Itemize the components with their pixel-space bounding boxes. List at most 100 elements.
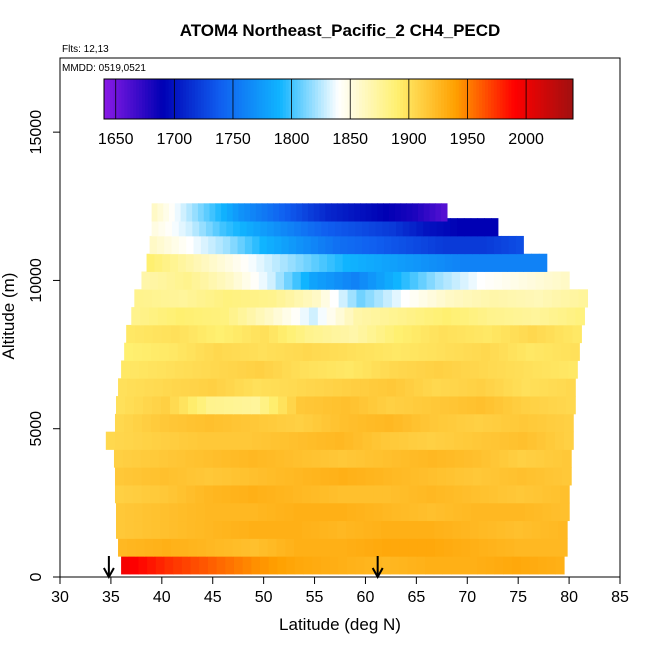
- heatmap-cell: [223, 236, 231, 254]
- heatmap-cell: [224, 538, 233, 556]
- heatmap-cell: [106, 432, 116, 450]
- heatmap-cell: [530, 396, 540, 414]
- heatmap-cell: [531, 307, 540, 325]
- heatmap-cell: [327, 254, 335, 272]
- colorbar-swatch: [397, 79, 400, 119]
- heatmap-cell: [312, 289, 321, 307]
- heatmap-cell: [502, 272, 511, 290]
- heatmap-cell: [465, 236, 473, 254]
- heatmap-cell: [233, 203, 239, 221]
- heatmap-cell: [563, 325, 573, 343]
- heatmap-cell: [264, 361, 274, 379]
- heatmap-cell: [217, 272, 226, 290]
- heatmap-cell: [435, 538, 444, 556]
- heatmap-cell: [133, 414, 143, 432]
- heatmap-cell: [460, 556, 469, 574]
- heatmap-cell: [288, 254, 296, 272]
- heatmap-cell: [550, 361, 560, 379]
- heatmap-cell: [381, 432, 391, 450]
- heatmap-cell: [125, 521, 134, 539]
- heatmap-cell: [121, 556, 130, 574]
- heatmap-cell: [510, 414, 520, 432]
- heatmap-cell: [311, 449, 321, 467]
- heatmap-cell: [303, 556, 312, 574]
- heatmap-cell: [225, 556, 234, 574]
- heatmap-cell: [321, 467, 331, 485]
- heatmap-cell: [152, 203, 158, 221]
- heatmap-cell: [175, 203, 181, 221]
- heatmap-cell: [421, 325, 431, 343]
- heatmap-cell: [362, 236, 370, 254]
- heatmap-cell: [210, 203, 216, 221]
- x-axis: 30 35 40 45 50 55 60 65 70 75 80 85: [51, 577, 629, 606]
- heatmap-cell: [190, 378, 200, 396]
- heatmap-cell: [271, 432, 281, 450]
- heatmap-cell: [348, 203, 354, 221]
- heatmap-cell: [256, 307, 265, 325]
- heatmap-cell: [277, 556, 286, 574]
- heatmap-cell: [557, 396, 567, 414]
- heatmap-cell: [463, 432, 473, 450]
- heatmap-cell: [570, 289, 579, 307]
- heatmap-cell: [322, 414, 332, 432]
- heatmap-cell: [160, 414, 170, 432]
- heatmap-cell: [539, 254, 547, 272]
- heatmap-cell: [347, 538, 356, 556]
- colorbar-swatch: [462, 79, 465, 119]
- heatmap-cell: [561, 343, 571, 361]
- heatmap-cell: [232, 289, 241, 307]
- heatmap-cell: [365, 449, 375, 467]
- heatmap-cell: [179, 289, 188, 307]
- heatmap-cell: [507, 503, 516, 521]
- heatmap-cell: [488, 538, 497, 556]
- heatmap-cell: [495, 556, 504, 574]
- x-tick-label: 60: [357, 589, 375, 606]
- heatmap-cell: [356, 343, 366, 361]
- heatmap-cell: [336, 307, 345, 325]
- heatmap-cell: [234, 556, 243, 574]
- heatmap-cell: [134, 521, 143, 539]
- heatmap-cell: [158, 307, 167, 325]
- heatmap-cell: [214, 414, 224, 432]
- heatmap-cell: [358, 325, 368, 343]
- heatmap-cell: [321, 538, 330, 556]
- heatmap-cell: [484, 254, 492, 272]
- heatmap-cell: [329, 485, 339, 503]
- heatmap-cell: [133, 343, 143, 361]
- heatmap-cell: [482, 467, 492, 485]
- heatmap-cell: [486, 378, 496, 396]
- heatmap-cell: [136, 378, 146, 396]
- heatmap-cell: [494, 272, 503, 290]
- heatmap-cell: [167, 307, 176, 325]
- heatmap-cell: [208, 236, 216, 254]
- heatmap-cell: [413, 236, 421, 254]
- heatmap-cell: [333, 236, 341, 254]
- heatmap-cell: [398, 361, 408, 379]
- heatmap-cell: [196, 503, 205, 521]
- heatmap-cell: [116, 521, 125, 539]
- heatmap-cell: [490, 343, 500, 361]
- heatmap-cell: [255, 361, 265, 379]
- colorbar-swatch: [388, 79, 391, 119]
- heatmap-cell: [318, 236, 326, 254]
- heatmap-cell: [196, 521, 205, 539]
- heatmap-cell: [368, 272, 377, 290]
- heatmap-cell: [500, 254, 508, 272]
- heatmap-cell: [345, 361, 355, 379]
- heatmap-cell: [536, 272, 545, 290]
- heatmap-cell: [465, 325, 475, 343]
- heatmap-cell: [472, 343, 482, 361]
- heatmap-cell: [197, 289, 206, 307]
- heatmap-cell: [372, 203, 378, 221]
- colorbar-tick-label: 2000: [508, 131, 544, 148]
- heatmap-cell: [297, 378, 307, 396]
- heatmap-cell: [468, 272, 477, 290]
- heatmap-cell: [392, 343, 402, 361]
- heatmap-cell: [479, 236, 487, 254]
- heatmap-cell: [198, 203, 204, 221]
- heatmap-cell: [492, 254, 500, 272]
- heatmap-cell: [237, 361, 247, 379]
- colorbar-swatch: [479, 79, 482, 119]
- heatmap-cell: [336, 361, 346, 379]
- colorbar-swatch: [312, 79, 315, 119]
